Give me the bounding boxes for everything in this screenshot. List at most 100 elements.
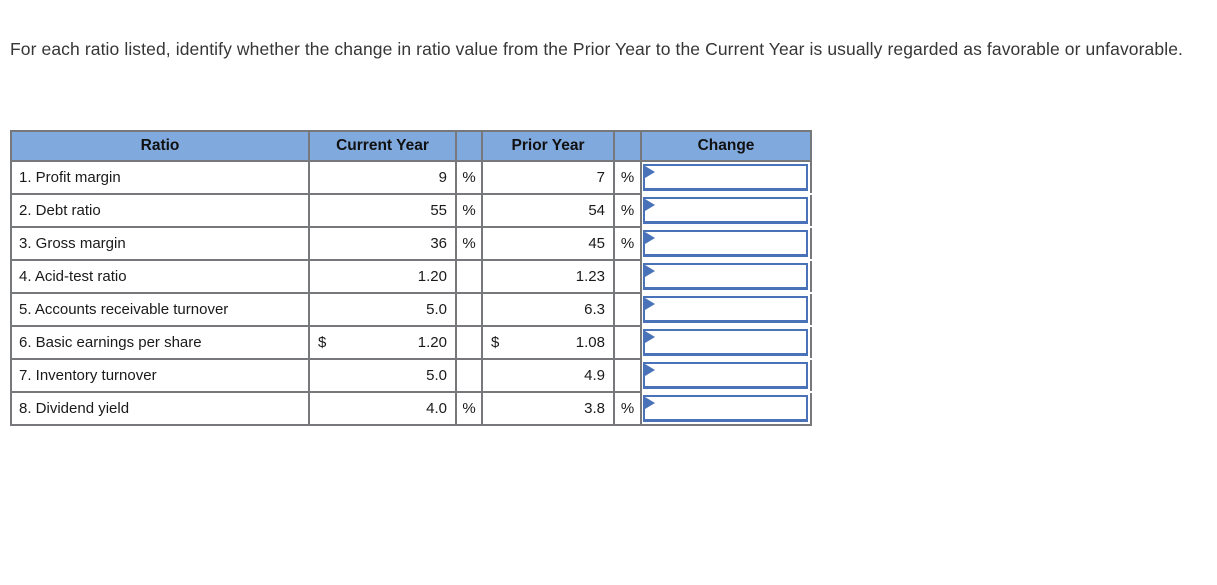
current-year-value: 4.0	[426, 400, 447, 417]
prior-year-unit	[613, 259, 642, 294]
table-row: 6. Basic earnings per share $1.20 $1.08	[10, 325, 812, 360]
prior-year-value: 1.23	[575, 268, 605, 285]
prior-year-unit: %	[613, 193, 642, 228]
change-dropdown[interactable]	[643, 197, 808, 224]
change-dropdown[interactable]	[643, 164, 808, 191]
prior-year-unit: %	[613, 391, 642, 426]
currency-prefix: $	[491, 334, 500, 351]
prior-year-value-cell: 6.3	[481, 292, 615, 327]
change-cell	[640, 391, 812, 426]
prior-year-value: 1.08	[575, 334, 605, 351]
header-row: Ratio Current Year Prior Year Change	[10, 130, 812, 162]
column-header-prior-year: Prior Year	[481, 130, 615, 162]
current-year-value: 5.0	[426, 301, 447, 318]
dropdown-flag-icon	[645, 364, 655, 376]
column-header-current-unit	[455, 130, 483, 162]
change-cell	[640, 160, 812, 195]
change-cell	[640, 226, 812, 261]
change-dropdown[interactable]	[643, 362, 808, 389]
dropdown-flag-icon	[645, 232, 655, 244]
current-year-value: 9	[438, 169, 447, 186]
change-cell	[640, 259, 812, 294]
current-year-value-cell: 5.0	[308, 292, 457, 327]
current-year-unit: %	[455, 160, 483, 195]
prior-year-unit	[613, 358, 642, 393]
current-year-unit	[455, 358, 483, 393]
prior-year-value: 54	[588, 202, 605, 219]
column-header-change: Change	[640, 130, 812, 162]
ratio-label: 6. Basic earnings per share	[10, 325, 310, 360]
current-year-value-cell: 36	[308, 226, 457, 261]
table-row: 8. Dividend yield 4.0 % 3.8 %	[10, 391, 812, 426]
table-row: 2. Debt ratio 55 % 54 %	[10, 193, 812, 228]
prior-year-value: 7	[596, 169, 605, 186]
change-cell	[640, 292, 812, 327]
column-header-prior-unit	[613, 130, 642, 162]
ratio-label: 8. Dividend yield	[10, 391, 310, 426]
column-header-ratio: Ratio	[10, 130, 310, 162]
prior-year-unit	[613, 325, 642, 360]
change-cell	[640, 325, 812, 360]
change-cell	[640, 358, 812, 393]
dropdown-flag-icon	[645, 298, 655, 310]
current-year-unit	[455, 259, 483, 294]
change-dropdown[interactable]	[643, 263, 808, 290]
table-row: 3. Gross margin 36 % 45 %	[10, 226, 812, 261]
dropdown-flag-icon	[645, 166, 655, 178]
dropdown-flag-icon	[645, 199, 655, 211]
prior-year-unit	[613, 292, 642, 327]
current-year-value-cell: 4.0	[308, 391, 457, 426]
current-year-unit	[455, 325, 483, 360]
prior-year-value: 4.9	[584, 367, 605, 384]
dropdown-flag-icon	[645, 331, 655, 343]
prior-year-value-cell: 54	[481, 193, 615, 228]
current-year-value-cell: $1.20	[308, 325, 457, 360]
prior-year-value: 6.3	[584, 301, 605, 318]
question-instruction: For each ratio listed, identify whether …	[10, 39, 1184, 59]
current-year-value: 55	[430, 202, 447, 219]
current-year-value-cell: 9	[308, 160, 457, 195]
table-row: 5. Accounts receivable turnover 5.0 6.3	[10, 292, 812, 327]
ratio-label: 4. Acid-test ratio	[10, 259, 310, 294]
dropdown-flag-icon	[645, 397, 655, 409]
prior-year-unit: %	[613, 160, 642, 195]
prior-year-unit: %	[613, 226, 642, 261]
current-year-unit: %	[455, 226, 483, 261]
change-dropdown[interactable]	[643, 230, 808, 257]
current-year-value: 1.20	[417, 334, 447, 351]
prior-year-value-cell: 3.8	[481, 391, 615, 426]
change-dropdown[interactable]	[643, 296, 808, 323]
ratios-table: Ratio Current Year Prior Year Change 1. …	[10, 130, 812, 426]
change-cell	[640, 193, 812, 228]
table-row: 4. Acid-test ratio 1.20 1.23	[10, 259, 812, 294]
current-year-value-cell: 55	[308, 193, 457, 228]
ratio-label: 2. Debt ratio	[10, 193, 310, 228]
prior-year-value: 3.8	[584, 400, 605, 417]
change-dropdown[interactable]	[643, 395, 808, 422]
ratio-label: 5. Accounts receivable turnover	[10, 292, 310, 327]
prior-year-value-cell: 1.23	[481, 259, 615, 294]
table-row: 7. Inventory turnover 5.0 4.9	[10, 358, 812, 393]
current-year-unit	[455, 292, 483, 327]
ratio-label: 7. Inventory turnover	[10, 358, 310, 393]
current-year-value-cell: 1.20	[308, 259, 457, 294]
currency-prefix: $	[318, 334, 327, 351]
prior-year-value-cell: 45	[481, 226, 615, 261]
dropdown-flag-icon	[645, 265, 655, 277]
prior-year-value-cell: 7	[481, 160, 615, 195]
ratio-label: 3. Gross margin	[10, 226, 310, 261]
prior-year-value-cell: $1.08	[481, 325, 615, 360]
change-dropdown[interactable]	[643, 329, 808, 356]
prior-year-value-cell: 4.9	[481, 358, 615, 393]
table-row: 1. Profit margin 9 % 7 %	[10, 160, 812, 195]
current-year-value: 5.0	[426, 367, 447, 384]
current-year-unit: %	[455, 391, 483, 426]
prior-year-value: 45	[588, 235, 605, 252]
column-header-current-year: Current Year	[308, 130, 457, 162]
current-year-value: 36	[430, 235, 447, 252]
current-year-unit: %	[455, 193, 483, 228]
ratio-label: 1. Profit margin	[10, 160, 310, 195]
current-year-value: 1.20	[417, 268, 447, 285]
current-year-value-cell: 5.0	[308, 358, 457, 393]
